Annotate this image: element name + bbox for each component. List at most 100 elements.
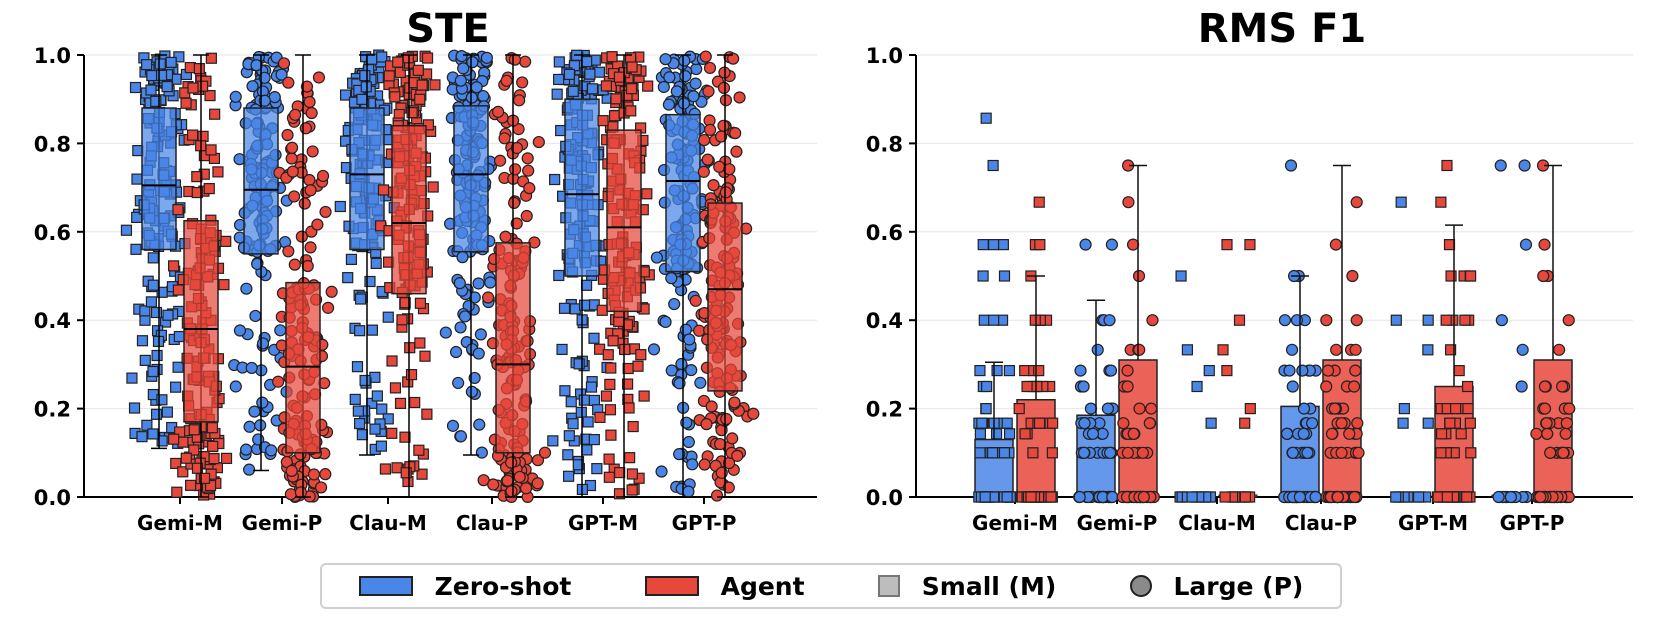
rms-data-point xyxy=(1515,380,1528,393)
rms-data-point xyxy=(1537,269,1550,283)
ste-data-point xyxy=(172,284,184,296)
ste-data-point xyxy=(555,124,567,137)
rms-data-point xyxy=(1519,238,1533,251)
ste-data-point xyxy=(220,452,233,464)
ste-data-point xyxy=(619,343,631,356)
ste-data-point xyxy=(188,444,200,456)
rms-data-point xyxy=(1556,380,1569,393)
rms-data-point xyxy=(1145,402,1158,415)
rms-data-point xyxy=(1283,364,1296,377)
ste-data-point xyxy=(508,196,521,210)
ste-data-point xyxy=(508,53,522,66)
rms-data-point xyxy=(1557,446,1570,459)
rms-data-point xyxy=(1445,270,1457,282)
rms-data-point xyxy=(1284,159,1298,172)
rms-data-point xyxy=(1033,364,1045,377)
ste-data-point xyxy=(139,305,151,317)
ste-data-point xyxy=(321,301,335,314)
ste-data-point xyxy=(584,68,596,80)
rms-data-point xyxy=(1021,380,1033,393)
ste-data-point xyxy=(499,230,512,243)
rms-data-point xyxy=(1320,314,1333,327)
ste-data-point xyxy=(414,93,426,105)
ste-data-point xyxy=(723,163,736,176)
ste-data-point xyxy=(180,97,192,109)
ste-data-point xyxy=(128,402,141,414)
ste-data-point xyxy=(126,372,138,384)
rms-data-point xyxy=(1175,270,1187,282)
ste-data-point xyxy=(573,358,585,370)
ste-xtick-label: GPT-P xyxy=(672,511,737,535)
ste-data-point xyxy=(475,446,488,459)
ste-data-point xyxy=(588,332,600,344)
ste-data-point xyxy=(581,55,593,68)
rms-data-point xyxy=(1074,364,1087,377)
ste-xtick-label: Gemi-P xyxy=(242,511,323,535)
ste-data-point xyxy=(567,85,579,97)
ste-data-point xyxy=(446,419,460,432)
ste-ytick-label: 0.4 xyxy=(34,309,71,333)
ste-data-point xyxy=(303,173,316,187)
ste-data-point xyxy=(713,160,726,173)
ste-data-point xyxy=(439,326,452,339)
rms-data-point xyxy=(1239,491,1251,503)
rms-data-point xyxy=(1331,490,1344,504)
rms-data-point xyxy=(986,447,999,459)
ste-data-point xyxy=(412,64,424,76)
ste-ytick-label: 0.6 xyxy=(34,221,71,245)
rms-data-point xyxy=(1321,364,1335,377)
ste-data-point xyxy=(306,145,319,158)
rms-data-point xyxy=(1443,239,1456,251)
ste-data-point xyxy=(288,258,301,271)
ste-data-point xyxy=(642,80,654,92)
ste-data-point xyxy=(146,69,158,82)
rms-data-point xyxy=(1034,239,1046,251)
ste-data-point xyxy=(457,62,470,75)
ste-data-point xyxy=(147,428,159,440)
rms-xtick-label: Clau-P xyxy=(1285,511,1357,535)
ste-data-point xyxy=(578,299,591,311)
rms-data-point xyxy=(1077,380,1090,393)
ste-data-point xyxy=(352,405,364,417)
ste-data-point xyxy=(474,328,487,341)
ste-data-point xyxy=(710,489,724,502)
ste-data-point xyxy=(509,163,522,176)
ste-data-point xyxy=(284,488,297,501)
rms-data-point xyxy=(1398,403,1410,415)
ste-data-point xyxy=(212,166,224,178)
ste-data-point xyxy=(187,82,199,94)
ste-data-point xyxy=(572,459,584,471)
rms-data-point xyxy=(1146,314,1159,327)
ste-data-point xyxy=(473,418,486,431)
rms-data-point xyxy=(1435,447,1447,459)
ste-ytick-label: 0.2 xyxy=(34,398,71,422)
ste-data-point xyxy=(130,243,142,255)
ste-data-point xyxy=(421,52,434,64)
ste-data-point xyxy=(551,88,563,100)
ste-data-point xyxy=(700,418,713,431)
ste-data-point xyxy=(416,468,428,480)
ste-data-point xyxy=(697,165,710,178)
ste-data-point xyxy=(704,123,717,136)
ste-box xyxy=(183,220,219,423)
rms-data-point xyxy=(1079,238,1092,251)
rms-data-point xyxy=(1350,196,1363,209)
rms-data-point xyxy=(1233,314,1246,326)
ste-data-point xyxy=(345,253,358,265)
rms-data-point xyxy=(1121,364,1134,377)
ste-data-point xyxy=(456,251,469,264)
ste-data-point xyxy=(406,107,418,119)
ste-data-point xyxy=(623,402,635,414)
rms-data-point xyxy=(1078,417,1091,430)
rms-data-point xyxy=(1441,491,1453,503)
ste-data-point xyxy=(191,186,203,199)
ste-data-point xyxy=(585,381,598,393)
ste-data-point xyxy=(523,182,536,195)
ste-data-point xyxy=(703,61,717,75)
ste-data-point xyxy=(452,376,465,390)
rms-data-point xyxy=(979,491,991,503)
ste-data-point xyxy=(386,427,398,439)
ste-data-point xyxy=(177,436,189,448)
ste-data-point xyxy=(600,80,613,92)
zero-shot-swatch xyxy=(358,576,413,596)
